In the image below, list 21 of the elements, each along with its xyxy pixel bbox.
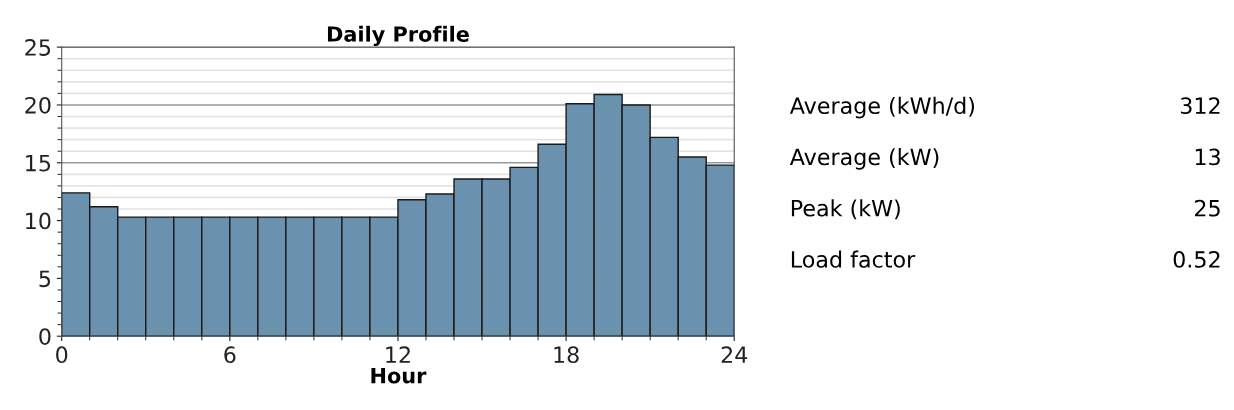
y-tick-label: 15 xyxy=(26,155,51,172)
y-tick-label: 20 xyxy=(25,96,51,114)
chart-title: Daily Profile xyxy=(327,25,469,47)
y-tick-label: 10 xyxy=(26,212,51,230)
x-axis-title: Hour xyxy=(371,368,427,384)
data-label: 13 xyxy=(1195,148,1220,166)
category-label: Average (kW) xyxy=(789,148,939,170)
x-tick-label: 0 xyxy=(56,346,68,364)
x-tick-label: 6 xyxy=(224,346,236,364)
data-label: 25 xyxy=(1195,199,1220,217)
category-label: Peak (kW) xyxy=(791,199,900,220)
data-label: 0.52 xyxy=(1173,251,1220,268)
category-label: Load factor xyxy=(791,250,916,268)
y-tick-label: 5 xyxy=(39,270,51,288)
category-label: Average (kWh/d) xyxy=(789,96,975,119)
y-tick-label: 0 xyxy=(39,328,51,345)
x-tick-label: 24 xyxy=(721,346,748,363)
y-tick-label: 25 xyxy=(25,39,51,56)
x-tick-label: 12 xyxy=(386,346,410,363)
data-label: 312 xyxy=(1180,97,1220,115)
x-tick-label: 18 xyxy=(554,346,579,364)
